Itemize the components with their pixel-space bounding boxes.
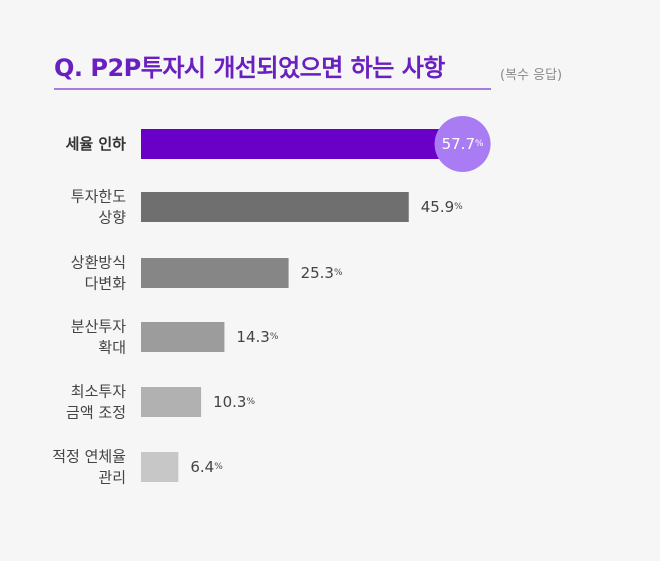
category-label-line: 분산투자 [71,318,126,336]
category-label-line: 다변화 [85,275,127,293]
category-label-line: 상환방식 [71,254,126,272]
data-label-5: 6.4% [190,458,223,476]
category-label-line: 관리 [98,469,126,487]
bar-3 [141,322,225,352]
bar-4 [141,387,202,417]
data-label-3: 14.3% [236,328,278,346]
category-label-line: 상향 [98,209,126,227]
data-label-1: 45.9% [421,198,463,216]
data-label-0: 57.7% [442,135,484,153]
category-label-0: 세율 인하 [66,135,127,153]
data-label-unit: % [334,268,343,278]
category-label-line: 최소투자 [71,383,126,401]
data-label-number: 10.3 [213,393,246,411]
data-label-unit: % [246,397,255,407]
category-label-line: 세율 인하 [66,135,127,153]
bar-0 [141,129,478,159]
data-label-4: 10.3% [213,393,255,411]
data-label-number: 57.7 [442,135,475,153]
bar-5 [141,452,179,482]
category-label-line: 확대 [98,339,126,357]
data-label-number: 25.3 [301,264,334,282]
data-label-number: 14.3 [236,328,269,346]
chart-title-underline: Q. P2P투자시 개선되었으면 하는 사항 [54,48,491,90]
data-label-unit: % [270,332,279,342]
data-label-number: 6.4 [190,458,214,476]
data-label-2: 25.3% [301,264,343,282]
bar-2 [141,258,289,288]
chart-title: Q. P2P투자시 개선되었으면 하는 사항 [54,54,445,82]
data-label-unit: % [214,462,223,472]
data-label-number: 45.9 [421,198,454,216]
chart-subtitle: (복수 응답) [500,68,563,83]
category-label-line: 투자한도 [71,188,126,206]
data-label-unit: % [475,139,484,149]
category-label-line: 적정 연체율 [52,448,126,466]
bar-1 [141,192,409,222]
data-label-unit: % [454,202,463,212]
category-label-line: 금액 조정 [66,404,126,422]
highlight-value-badge [434,116,491,172]
